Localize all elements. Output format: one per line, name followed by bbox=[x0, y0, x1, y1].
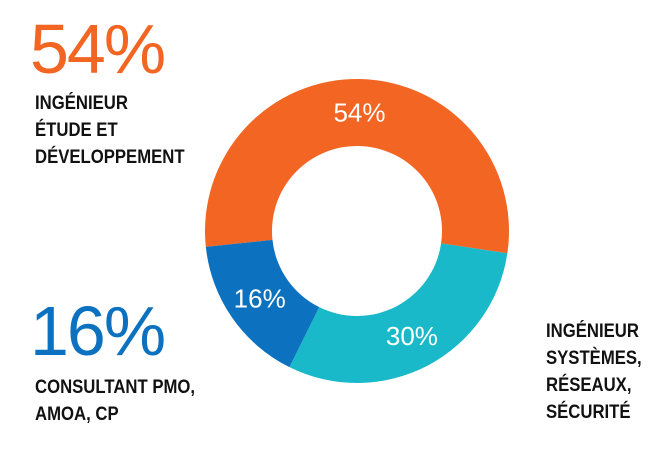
category-label-systemes-reseaux: INGÉNIEUR SYSTÈMES, RÉSEAUX, SÉCURITÉ bbox=[546, 321, 642, 423]
percent-callout-etude-developpement: 54% bbox=[30, 10, 166, 88]
slice-value-label-systemes-reseaux: 30% bbox=[386, 321, 438, 351]
slice-value-label-consultant-pmo: 16% bbox=[234, 284, 286, 314]
donut-slice-etude-developpement bbox=[205, 78, 509, 254]
category-label-consultant-pmo: CONSULTANT PMO, AMOA, CP bbox=[35, 377, 196, 425]
percent-callout-consultant-pmo: 16% bbox=[30, 292, 166, 370]
category-label-etude-developpement: INGÉNIEUR ÉTUDE ET DÉVELOPPEMENT bbox=[35, 93, 185, 168]
slice-value-label-etude-developpement: 54% bbox=[333, 98, 385, 128]
donut-slice-systemes-reseaux bbox=[289, 243, 508, 383]
donut-slice-consultant-pmo bbox=[205, 239, 320, 368]
